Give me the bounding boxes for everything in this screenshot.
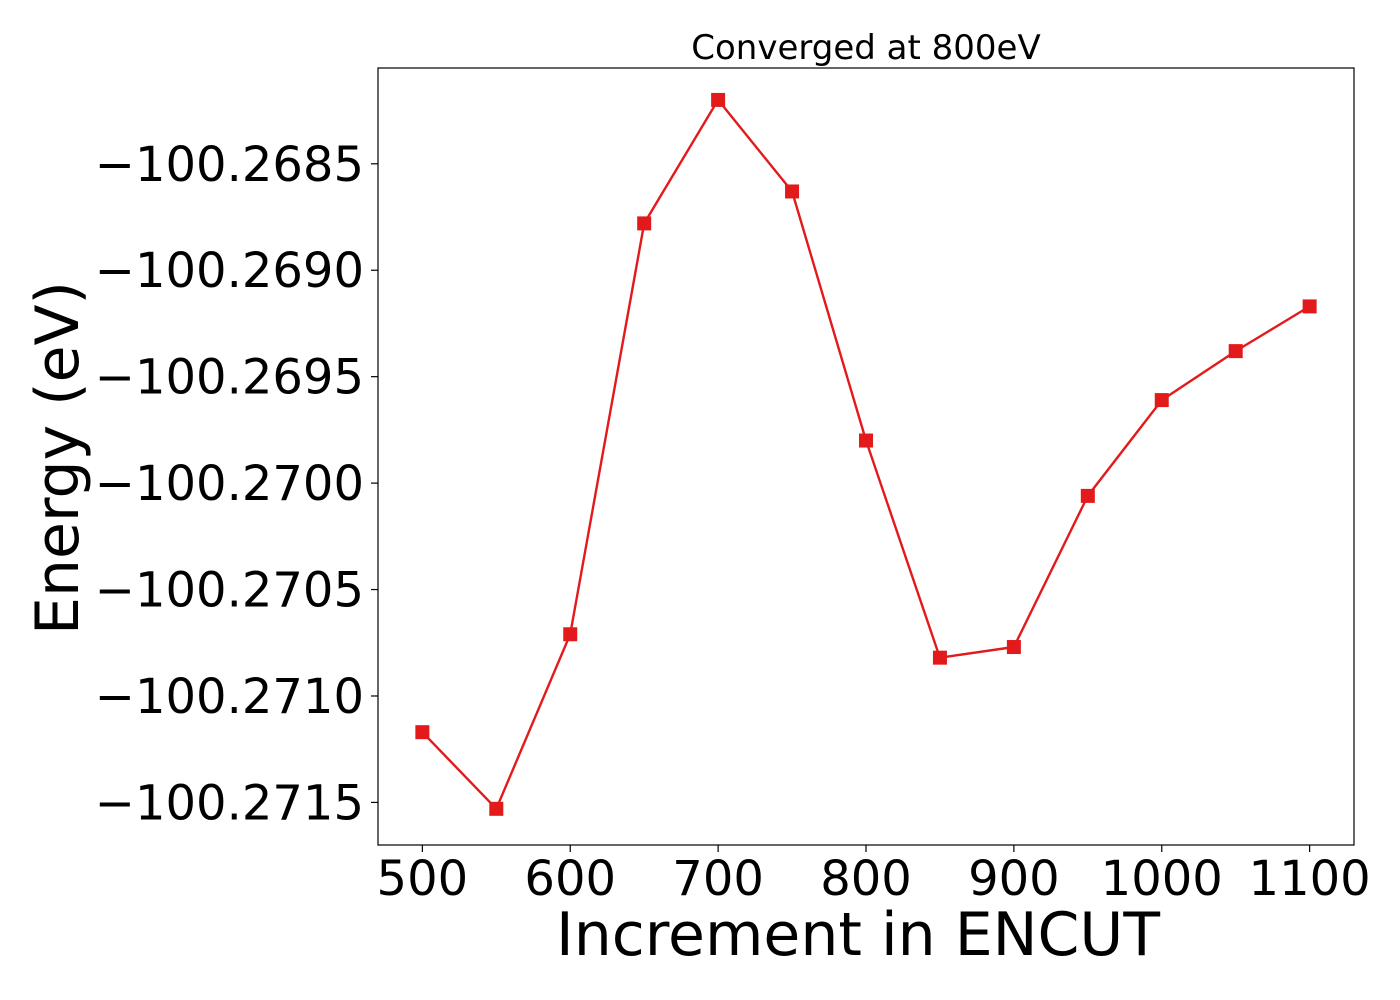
x-tick-label: 700: [672, 851, 764, 907]
y-tick-label: −100.2710: [95, 669, 364, 725]
y-tick-label: −100.2685: [95, 137, 364, 193]
data-point: [489, 801, 504, 816]
x-tick-label: 600: [524, 851, 616, 907]
data-point: [1228, 344, 1243, 359]
data-point: [1154, 393, 1169, 408]
y-tick-label: −100.2705: [95, 563, 364, 619]
data-point: [1006, 640, 1021, 655]
y-tick-label: −100.2690: [95, 243, 364, 299]
y-tick-label: −100.2700: [95, 456, 364, 512]
data-point: [711, 92, 726, 107]
y-tick-label: −100.2695: [95, 350, 364, 406]
data-point: [1302, 299, 1317, 314]
data-point: [1080, 488, 1095, 503]
series-line: [421, 98, 1311, 810]
data-point: [932, 650, 947, 665]
data-point: [785, 184, 800, 199]
x-tick-label: 500: [377, 851, 469, 907]
x-tick-label: 800: [820, 851, 912, 907]
plot-area: [377, 67, 1355, 846]
x-axis: 500 600 700 800 900 1000 1100: [377, 845, 1371, 907]
y-tick-label: −100.2715: [95, 775, 364, 831]
data-point: [637, 216, 652, 231]
y-axis: −100.2685 −100.2690 −100.2695 −100.2700 −100…: [95, 137, 378, 831]
y-axis-label: Energy (eV): [23, 281, 93, 635]
data-point: [859, 433, 873, 448]
data-point: [415, 725, 430, 740]
x-axis-label: Increment in ENCUT: [556, 900, 1160, 970]
x-tick-label: 1100: [1249, 851, 1371, 907]
chart-title: Converged at 800eV: [691, 28, 1040, 68]
series-layer: [415, 92, 1317, 816]
x-tick-label: 1000: [1101, 851, 1223, 907]
data-point: [563, 627, 578, 642]
x-tick-label: 900: [968, 851, 1060, 907]
